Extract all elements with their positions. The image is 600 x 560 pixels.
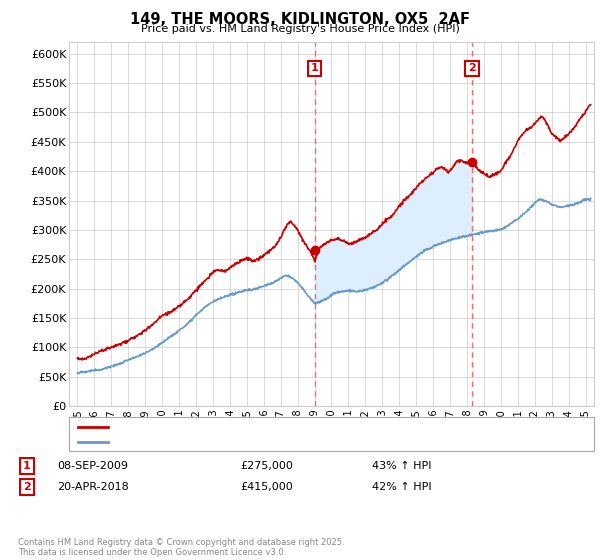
- Text: Contains HM Land Registry data © Crown copyright and database right 2025.
This d: Contains HM Land Registry data © Crown c…: [18, 538, 344, 557]
- Text: 1: 1: [23, 461, 31, 471]
- Text: 149, THE MOORS, KIDLINGTON, OX5 2AF (semi-detached house): 149, THE MOORS, KIDLINGTON, OX5 2AF (sem…: [114, 422, 449, 432]
- Text: 1: 1: [311, 63, 319, 73]
- Text: 08-SEP-2009: 08-SEP-2009: [57, 461, 128, 471]
- Text: 2: 2: [468, 63, 476, 73]
- Text: Price paid vs. HM Land Registry's House Price Index (HPI): Price paid vs. HM Land Registry's House …: [140, 24, 460, 34]
- Text: £275,000: £275,000: [240, 461, 293, 471]
- Text: 43% ↑ HPI: 43% ↑ HPI: [372, 461, 431, 471]
- Text: 149, THE MOORS, KIDLINGTON, OX5  2AF: 149, THE MOORS, KIDLINGTON, OX5 2AF: [130, 12, 470, 27]
- Text: 20-APR-2018: 20-APR-2018: [57, 482, 129, 492]
- Text: £415,000: £415,000: [240, 482, 293, 492]
- Text: 2: 2: [23, 482, 31, 492]
- Text: 42% ↑ HPI: 42% ↑ HPI: [372, 482, 431, 492]
- Text: HPI: Average price, semi-detached house, Cherwell: HPI: Average price, semi-detached house,…: [114, 437, 381, 447]
